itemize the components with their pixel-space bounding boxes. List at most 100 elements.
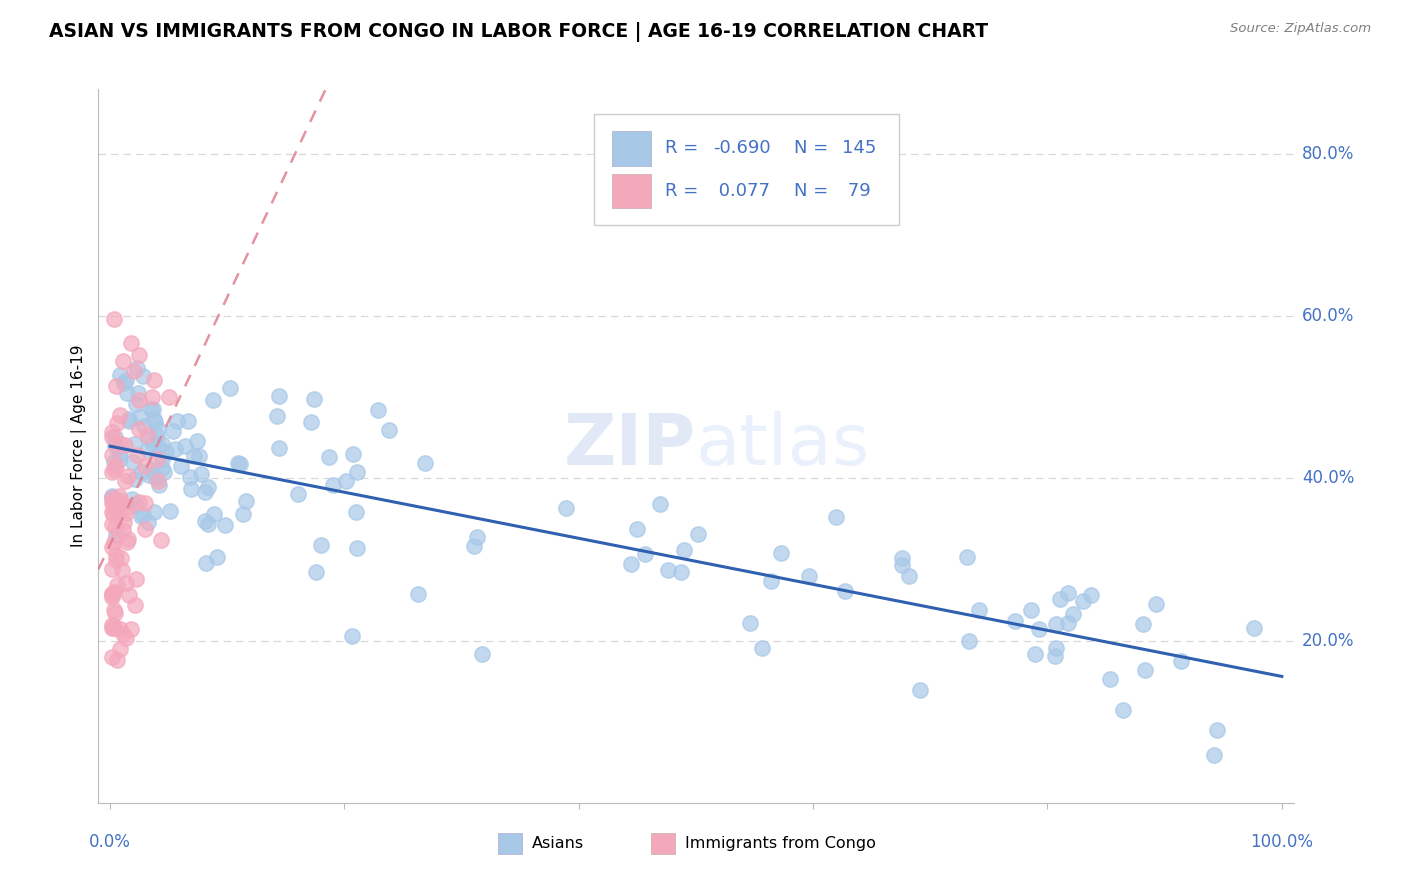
Point (148, 440, 170, 454)
Point (1243, 621, 1265, 635)
Point (1004, 614, 1026, 628)
Point (155, 445, 177, 459)
Point (114, 437, 136, 451)
Text: 20.0%: 20.0% (1302, 632, 1354, 649)
Point (105, 458, 128, 473)
Point (1132, 617, 1154, 632)
Point (188, 449, 211, 463)
Point (108, 368, 131, 382)
Text: 0.077: 0.077 (713, 182, 769, 200)
Point (122, 437, 145, 451)
Point (1028, 622, 1050, 636)
Point (101, 587, 124, 601)
Point (136, 442, 159, 457)
Point (103, 455, 125, 469)
Point (671, 565, 693, 579)
Point (967, 603, 990, 617)
Point (108, 623, 131, 637)
Point (139, 402, 162, 417)
Point (104, 379, 127, 393)
Point (1202, 748, 1225, 763)
Point (120, 622, 142, 636)
Point (107, 653, 129, 667)
Text: -0.690: -0.690 (713, 139, 770, 157)
Point (103, 618, 125, 632)
Y-axis label: In Labor Force | Age 16-19: In Labor Force | Age 16-19 (72, 344, 87, 548)
Point (125, 499, 148, 513)
Point (1206, 723, 1229, 737)
Point (103, 496, 125, 510)
Point (146, 429, 169, 443)
Point (657, 563, 679, 577)
Point (110, 447, 132, 461)
Point (135, 428, 157, 442)
Point (688, 527, 710, 541)
Bar (498, 833, 522, 855)
Point (107, 489, 129, 503)
Point (1144, 597, 1167, 611)
Point (115, 506, 138, 520)
Point (141, 390, 163, 404)
Point (128, 409, 150, 424)
Point (101, 505, 124, 519)
Point (101, 466, 124, 480)
Point (377, 423, 399, 437)
Point (143, 504, 166, 518)
Point (1043, 648, 1066, 663)
Point (340, 629, 363, 643)
Point (105, 578, 128, 592)
Point (1062, 607, 1084, 621)
Point (769, 546, 792, 560)
Point (108, 452, 131, 467)
Point (101, 617, 124, 632)
Text: N =: N = (794, 182, 834, 200)
Point (1133, 663, 1156, 677)
Point (626, 522, 648, 536)
Point (197, 516, 219, 531)
Point (127, 448, 149, 462)
Point (228, 457, 250, 471)
Point (463, 539, 485, 553)
Point (162, 424, 184, 438)
Point (194, 514, 217, 528)
Point (555, 500, 578, 515)
Point (186, 434, 208, 448)
Point (121, 492, 143, 507)
Point (166, 414, 188, 428)
Point (103, 621, 125, 635)
Point (101, 650, 124, 665)
Point (180, 482, 202, 496)
Point (214, 518, 236, 533)
Point (142, 401, 165, 416)
Point (112, 515, 135, 529)
Point (1045, 617, 1067, 632)
Point (1080, 588, 1102, 602)
Point (146, 422, 169, 436)
Point (114, 474, 136, 488)
Point (134, 496, 156, 510)
Point (235, 494, 257, 508)
Point (145, 471, 167, 485)
Point (112, 376, 135, 390)
Point (128, 348, 150, 362)
Point (132, 419, 155, 434)
Point (344, 505, 367, 519)
Point (124, 598, 146, 612)
FancyBboxPatch shape (595, 114, 900, 225)
Point (128, 422, 150, 436)
Point (891, 558, 914, 572)
Text: Immigrants from Congo: Immigrants from Congo (685, 836, 876, 851)
Text: 100.0%: 100.0% (1250, 833, 1313, 851)
Point (287, 486, 309, 500)
Bar (651, 833, 675, 855)
Bar (613, 174, 651, 209)
Point (120, 336, 142, 351)
Point (101, 496, 124, 510)
Text: 40.0%: 40.0% (1302, 469, 1354, 487)
Point (146, 474, 169, 488)
Point (195, 557, 218, 571)
Point (110, 496, 132, 510)
Point (104, 430, 127, 444)
Point (129, 509, 152, 524)
Point (117, 532, 139, 546)
